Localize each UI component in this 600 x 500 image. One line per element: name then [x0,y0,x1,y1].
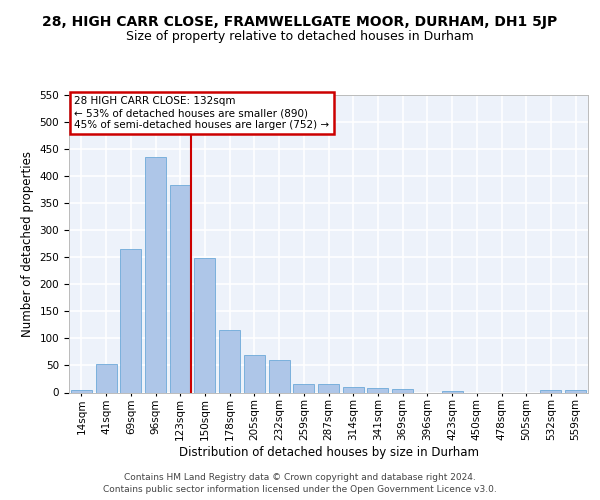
Bar [194,258,215,392]
Bar [392,390,413,392]
Bar [367,388,388,392]
Bar [71,390,92,392]
Bar [293,384,314,392]
Bar [219,330,240,392]
Bar [244,354,265,393]
Bar [145,157,166,392]
Bar [442,391,463,392]
Bar [120,249,141,392]
Text: Contains HM Land Registry data © Crown copyright and database right 2024.
Contai: Contains HM Land Registry data © Crown c… [103,472,497,494]
Bar [269,360,290,392]
Bar [318,384,339,392]
Y-axis label: Number of detached properties: Number of detached properties [21,151,34,337]
Bar [95,364,116,392]
Bar [541,390,562,392]
Text: Size of property relative to detached houses in Durham: Size of property relative to detached ho… [126,30,474,43]
Text: 28 HIGH CARR CLOSE: 132sqm
← 53% of detached houses are smaller (890)
45% of sem: 28 HIGH CARR CLOSE: 132sqm ← 53% of deta… [74,96,329,130]
Bar [565,390,586,392]
Bar [343,386,364,392]
Text: 28, HIGH CARR CLOSE, FRAMWELLGATE MOOR, DURHAM, DH1 5JP: 28, HIGH CARR CLOSE, FRAMWELLGATE MOOR, … [43,15,557,29]
Bar [170,186,191,392]
Text: Distribution of detached houses by size in Durham: Distribution of detached houses by size … [179,446,479,459]
